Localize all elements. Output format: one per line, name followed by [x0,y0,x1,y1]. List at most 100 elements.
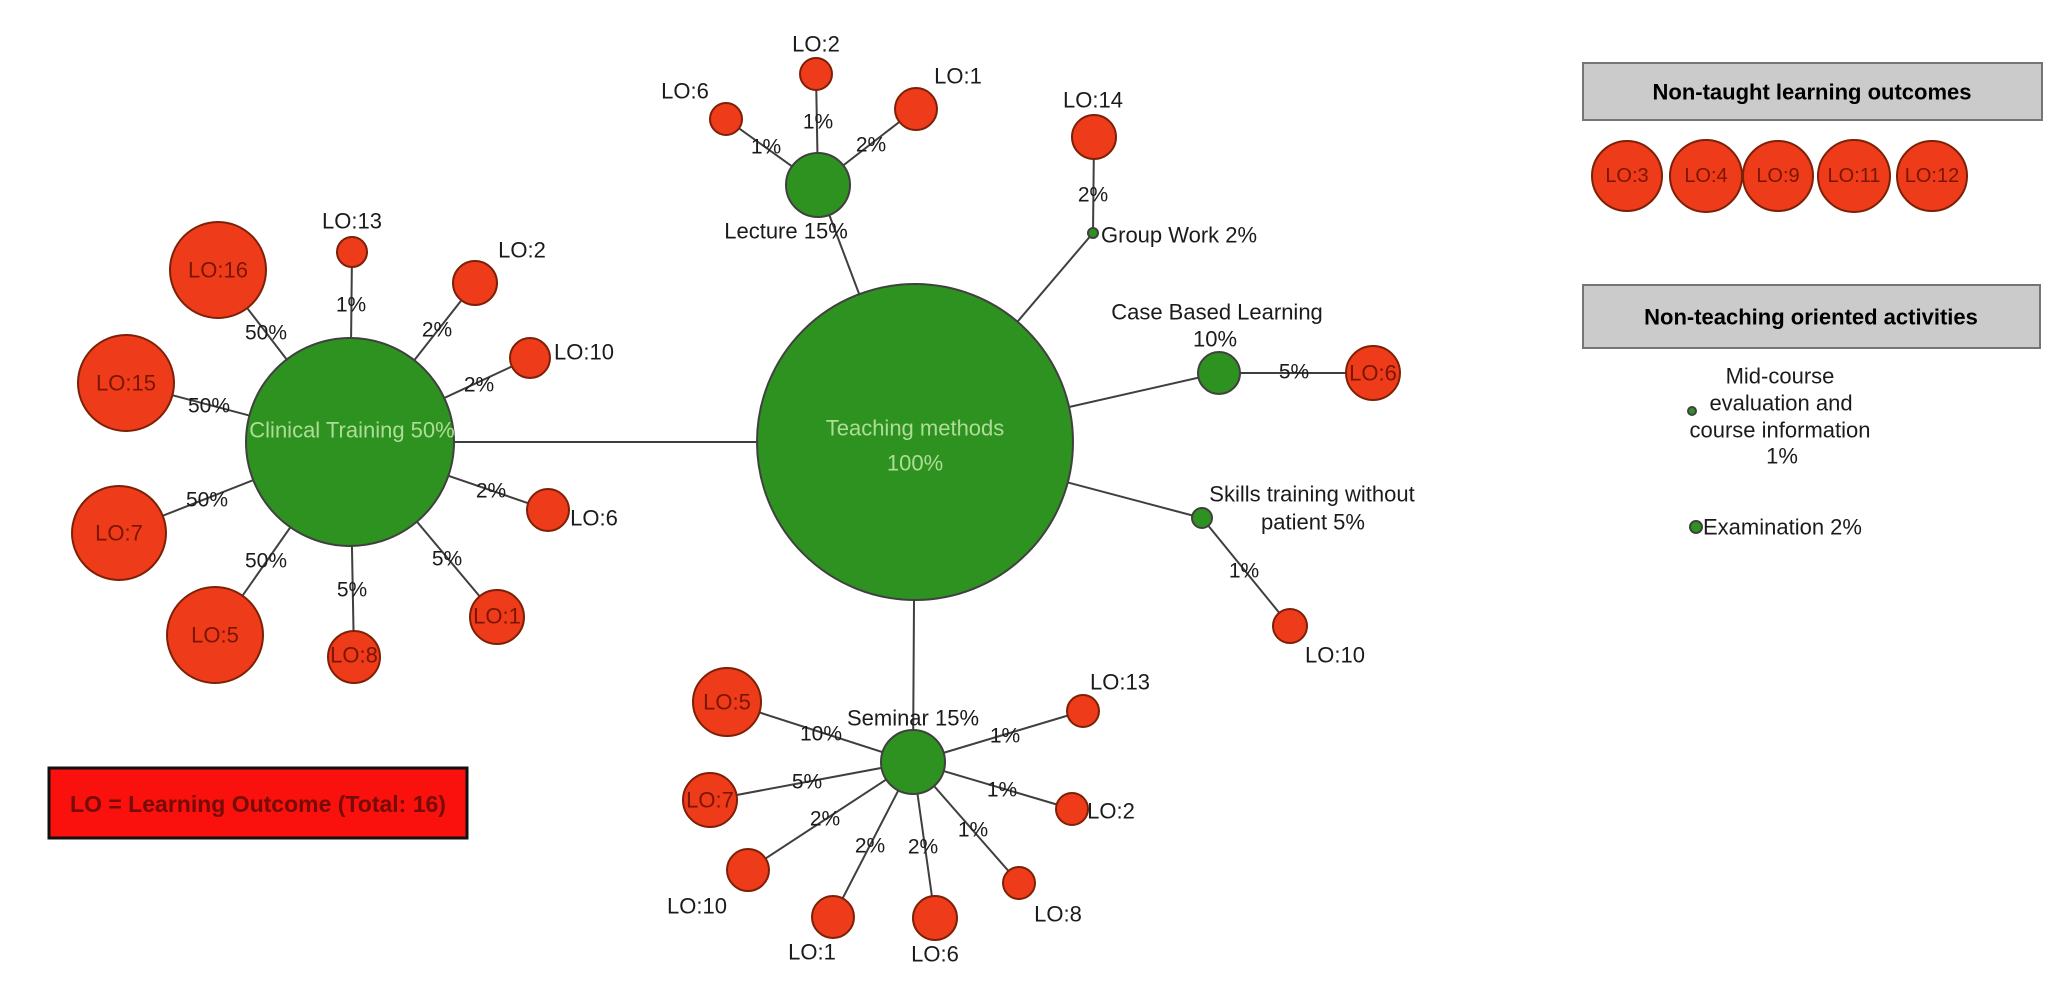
pct-clinical-lo13: 1% [336,294,366,317]
pct-skills-lo10: 1% [1229,560,1259,583]
node-lo5-seminar [692,667,762,737]
lo11-nontaught-label: LO:11 [1828,165,1881,187]
node-group-work-dot [1087,227,1099,239]
node-seminar [880,729,946,795]
lo10-skills-label: LO:10 [1305,643,1365,668]
midcourse-dot [1687,406,1697,416]
node-lo6-casebased [1345,345,1401,401]
node-lo10-seminar [726,848,770,892]
lo5-seminar-label: LO:5 [703,690,751,715]
pct-lecture-lo1: 2% [856,134,886,157]
examination-dot [1689,520,1703,534]
pct-clinical-lo6: 2% [476,480,506,503]
node-lo11-nontaught [1817,139,1891,213]
pct-clinical-lo15: 50% [188,395,230,418]
node-lo1-lecture [894,87,938,131]
teaching-methods-label-line2: 100% [887,451,943,476]
clinical-training-label: Clinical Training 50% [249,418,454,443]
lo2-lecture-label: LO:2 [792,32,840,57]
legend-text: LO = Learning Outcome (Total: 16) [70,791,446,817]
lo6-casebased-label: LO:6 [1349,361,1397,386]
skills-label-line2: patient 5% [1261,510,1365,535]
node-case-based-learning [1197,351,1241,395]
lo13-clinical-label: LO:13 [322,209,382,234]
lo4-nontaught-label: LO:4 [1684,165,1727,187]
node-lo7-seminar [682,772,738,828]
midcourse-label-line2: evaluation and [1709,391,1852,416]
pct-seminar-lo1: 2% [855,835,885,858]
legend: LO = Learning Outcome (Total: 16) [47,766,469,840]
node-lo16-clinical [169,221,267,319]
lo14-groupwork-label: LO:14 [1063,88,1123,113]
pct-seminar-lo2: 1% [987,779,1017,802]
node-lo13-seminar [1066,694,1100,728]
lo-nodes [71,57,1401,941]
pct-groupwork-lo14: 2% [1078,184,1108,207]
lo6-clinical-label: LO:6 [570,506,618,531]
node-lo6-seminar [912,895,958,941]
lo10-clinical-label: LO:10 [554,340,614,365]
non-teaching-header-box [1582,284,2041,349]
lo2-clinical-label: LO:2 [498,238,546,263]
pct-seminar-lo10: 2% [810,808,840,831]
pct-clinical-lo8: 5% [337,579,367,602]
midcourse-label-line3: course information [1690,418,1871,443]
node-lo7-clinical [71,485,167,581]
node-skills-training-dot [1191,507,1213,529]
node-lo9-nontaught [1742,140,1814,212]
lo12-nontaught-label: LO:12 [1905,165,1959,187]
examination-label: Examination 2% [1703,515,1862,540]
midcourse-label-line4: 1% [1766,444,1798,469]
node-lo15-clinical [77,334,175,432]
node-lo2-seminar [1055,792,1089,826]
node-lo6-clinical [526,488,570,532]
lo8-clinical-label: LO:8 [330,643,378,668]
pct-lecture-lo6: 1% [751,136,781,159]
skills-label-line1: Skills training without [1209,482,1414,507]
lo2-seminar-label: LO:2 [1087,799,1135,824]
node-lo2-lecture [799,57,833,91]
midcourse-label-line1: Mid-course [1726,364,1835,389]
case-based-label-line1: Case Based Learning [1111,300,1323,325]
group-work-label: Group Work 2% [1101,223,1257,248]
node-lo8-clinical [327,630,381,684]
pct-seminar-lo6: 2% [908,836,938,859]
lo1-clinical-label: LO:1 [473,604,521,629]
node-lo2-clinical [452,260,498,306]
node-clinical-training [245,337,455,547]
seminar-label: Seminar 15% [847,706,979,731]
node-lo6-lecture [709,102,743,136]
node-lo1-clinical [469,589,525,645]
node-lo12-nontaught [1896,140,1968,212]
pct-clinical-lo2: 2% [422,319,452,342]
node-teaching-methods [756,283,1074,601]
panel-non-taught: Non-taught learning outcomes LO:3 LO:4 L… [1582,62,2043,213]
teaching-methods-label-line1: Teaching methods [826,416,1005,441]
lo7-clinical-label: LO:7 [95,521,143,546]
lo3-nontaught-label: LO:3 [1605,165,1648,187]
edge-seminar-lo7 [709,761,914,801]
lo1-seminar-label: LO:1 [788,940,836,965]
node-lo8-seminar [1002,866,1036,900]
pct-clinical-lo7: 50% [186,489,228,512]
lo13-seminar-label: LO:13 [1090,670,1150,695]
node-lo10-skills [1272,608,1308,644]
node-lecture [785,152,851,218]
pct-seminar-lo8: 1% [958,819,988,842]
panel-non-teaching: Non-teaching oriented activities Mid-cou… [1582,284,2041,540]
lecture-label: Lecture 15% [724,219,848,244]
pct-seminar-lo7: 5% [792,771,822,794]
node-lo10-clinical [509,337,551,379]
lo9-nontaught-label: LO:9 [1756,165,1799,187]
pct-seminar-lo5: 10% [800,723,842,746]
pct-clinical-lo5: 50% [245,550,287,573]
non-teaching-header: Non-teaching oriented activities [1644,305,1978,330]
pct-clinical-lo10: 2% [464,374,494,397]
non-taught-header: Non-taught learning outcomes [1653,80,1972,105]
legend-box [47,766,469,840]
lo6-lecture-label: LO:6 [661,79,709,104]
pct-casebased-lo6: 5% [1279,361,1309,384]
edge-skills-lo10 [1201,517,1291,627]
lo15-clinical-label: LO:15 [96,371,156,396]
